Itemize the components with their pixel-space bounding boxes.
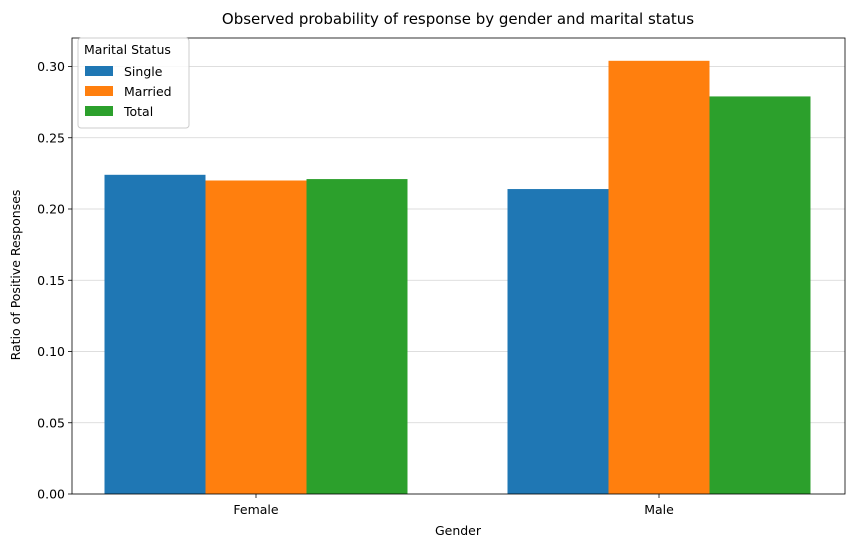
x-axis-label: Gender	[435, 523, 482, 538]
legend-label-total: Total	[123, 104, 153, 119]
bar-single-male	[507, 189, 609, 495]
bar-married-female	[205, 180, 307, 494]
bar-married-male	[608, 60, 710, 495]
y-tick-label: 0.15	[37, 273, 65, 288]
legend-swatch-single	[85, 66, 113, 76]
x-tick-label: Female	[233, 502, 279, 517]
plot-frame	[71, 37, 846, 495]
legend-swatch-total	[85, 106, 113, 116]
y-tick-label: 0.30	[37, 59, 65, 74]
x-tick-label: Male	[644, 502, 674, 517]
legend-title: Marital Status	[84, 42, 171, 57]
bar-total-female	[306, 179, 408, 494]
legend-label-single: Single	[124, 64, 163, 79]
legend-swatch-married	[85, 86, 113, 96]
legend: Marital Status Single Married Total	[77, 37, 190, 129]
axes: 0.00 0.05 0.10 0.15 0.20 0.25 0.30 Female Male	[37, 37, 846, 517]
y-tick-label: 0.00	[37, 487, 65, 502]
bar-total-male	[709, 96, 811, 495]
bars	[104, 60, 811, 495]
y-tick-label: 0.05	[37, 415, 65, 430]
y-axis-label: Ratio of Positive Responses	[8, 190, 23, 361]
y-tick-label: 0.25	[37, 130, 65, 145]
chart-title: Observed probability of response by gend…	[222, 10, 694, 28]
legend-box	[77, 37, 190, 129]
y-tick-label: 0.10	[37, 344, 65, 359]
legend-label-married: Married	[124, 84, 172, 99]
y-tick-label: 0.20	[37, 202, 65, 217]
bar-single-female	[104, 174, 206, 495]
